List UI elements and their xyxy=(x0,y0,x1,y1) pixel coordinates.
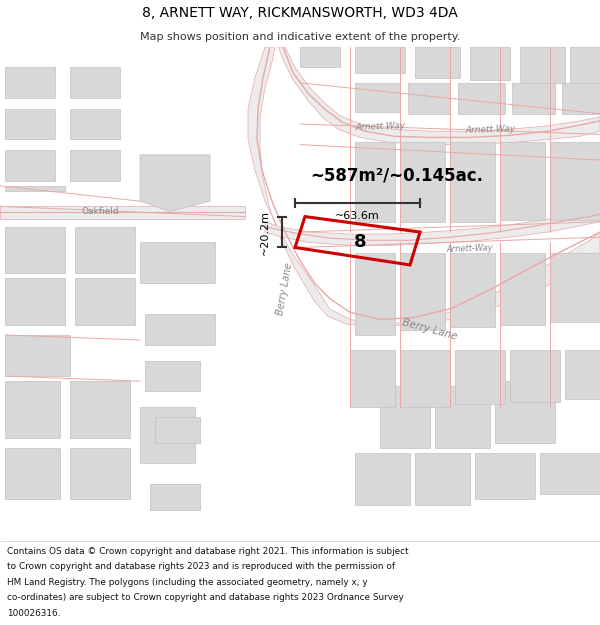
Polygon shape xyxy=(300,47,340,68)
Polygon shape xyxy=(400,141,445,222)
Polygon shape xyxy=(470,47,510,80)
Text: Berry Lane: Berry Lane xyxy=(401,318,458,342)
Polygon shape xyxy=(355,453,410,504)
Polygon shape xyxy=(495,381,555,443)
Polygon shape xyxy=(140,155,210,211)
Polygon shape xyxy=(5,150,55,181)
Polygon shape xyxy=(5,68,55,98)
Text: 8: 8 xyxy=(353,233,367,251)
Text: Map shows position and indicative extent of the property.: Map shows position and indicative extent… xyxy=(140,31,460,41)
Text: 8, ARNETT WAY, RICKMANSWORTH, WD3 4DA: 8, ARNETT WAY, RICKMANSWORTH, WD3 4DA xyxy=(142,6,458,20)
Polygon shape xyxy=(415,453,470,504)
Polygon shape xyxy=(70,381,130,438)
Polygon shape xyxy=(0,206,245,219)
Polygon shape xyxy=(145,361,200,391)
Text: ~63.6m: ~63.6m xyxy=(335,211,380,221)
Polygon shape xyxy=(5,278,65,324)
Polygon shape xyxy=(520,47,565,83)
Polygon shape xyxy=(150,484,200,510)
Polygon shape xyxy=(355,83,400,112)
Text: 100026316.: 100026316. xyxy=(7,609,61,618)
Text: Berry Lane: Berry Lane xyxy=(275,262,295,316)
Text: Contains OS data © Crown copyright and database right 2021. This information is : Contains OS data © Crown copyright and d… xyxy=(7,546,409,556)
Polygon shape xyxy=(5,381,60,438)
Polygon shape xyxy=(550,141,600,219)
Polygon shape xyxy=(400,253,445,330)
Text: Arnett Way: Arnett Way xyxy=(355,122,405,132)
Polygon shape xyxy=(155,418,200,443)
Polygon shape xyxy=(540,453,600,494)
Polygon shape xyxy=(355,47,405,72)
Text: Oakfield: Oakfield xyxy=(81,207,119,216)
Polygon shape xyxy=(512,83,555,114)
Polygon shape xyxy=(475,453,535,499)
Text: Arnett Way: Arnett Way xyxy=(465,124,515,134)
Text: to Crown copyright and database rights 2023 and is reproduced with the permissio: to Crown copyright and database rights 2… xyxy=(7,562,395,571)
Polygon shape xyxy=(70,68,120,98)
Polygon shape xyxy=(570,47,600,83)
Polygon shape xyxy=(380,386,430,448)
Polygon shape xyxy=(70,448,130,499)
Polygon shape xyxy=(408,83,450,114)
Text: ~20.2m: ~20.2m xyxy=(260,209,270,254)
Polygon shape xyxy=(75,227,135,273)
Polygon shape xyxy=(550,253,600,321)
Text: Arnett-Way: Arnett-Way xyxy=(446,243,494,254)
Polygon shape xyxy=(248,47,600,327)
Polygon shape xyxy=(70,150,120,181)
Polygon shape xyxy=(278,47,600,144)
Polygon shape xyxy=(355,253,395,335)
Polygon shape xyxy=(458,83,505,114)
Text: HM Land Registry. The polygons (including the associated geometry, namely x, y: HM Land Registry. The polygons (includin… xyxy=(7,578,368,587)
Polygon shape xyxy=(140,407,195,464)
Polygon shape xyxy=(500,141,545,219)
Polygon shape xyxy=(450,141,495,222)
Polygon shape xyxy=(75,278,135,324)
Polygon shape xyxy=(510,351,560,402)
Polygon shape xyxy=(145,314,215,345)
Polygon shape xyxy=(562,83,600,114)
Polygon shape xyxy=(5,186,65,191)
Polygon shape xyxy=(455,351,505,404)
Polygon shape xyxy=(265,209,600,246)
Polygon shape xyxy=(5,109,55,139)
Polygon shape xyxy=(500,253,545,324)
Text: ~587m²/~0.145ac.: ~587m²/~0.145ac. xyxy=(310,166,483,184)
Polygon shape xyxy=(5,227,65,273)
Polygon shape xyxy=(450,253,495,327)
Polygon shape xyxy=(565,351,600,399)
Polygon shape xyxy=(5,335,70,376)
Polygon shape xyxy=(415,47,460,78)
Polygon shape xyxy=(435,386,490,448)
Polygon shape xyxy=(70,109,120,139)
Polygon shape xyxy=(140,242,215,284)
Text: co-ordinates) are subject to Crown copyright and database rights 2023 Ordnance S: co-ordinates) are subject to Crown copyr… xyxy=(7,593,404,602)
Polygon shape xyxy=(5,448,60,499)
Polygon shape xyxy=(350,351,395,407)
Polygon shape xyxy=(400,351,450,407)
Polygon shape xyxy=(355,141,395,222)
